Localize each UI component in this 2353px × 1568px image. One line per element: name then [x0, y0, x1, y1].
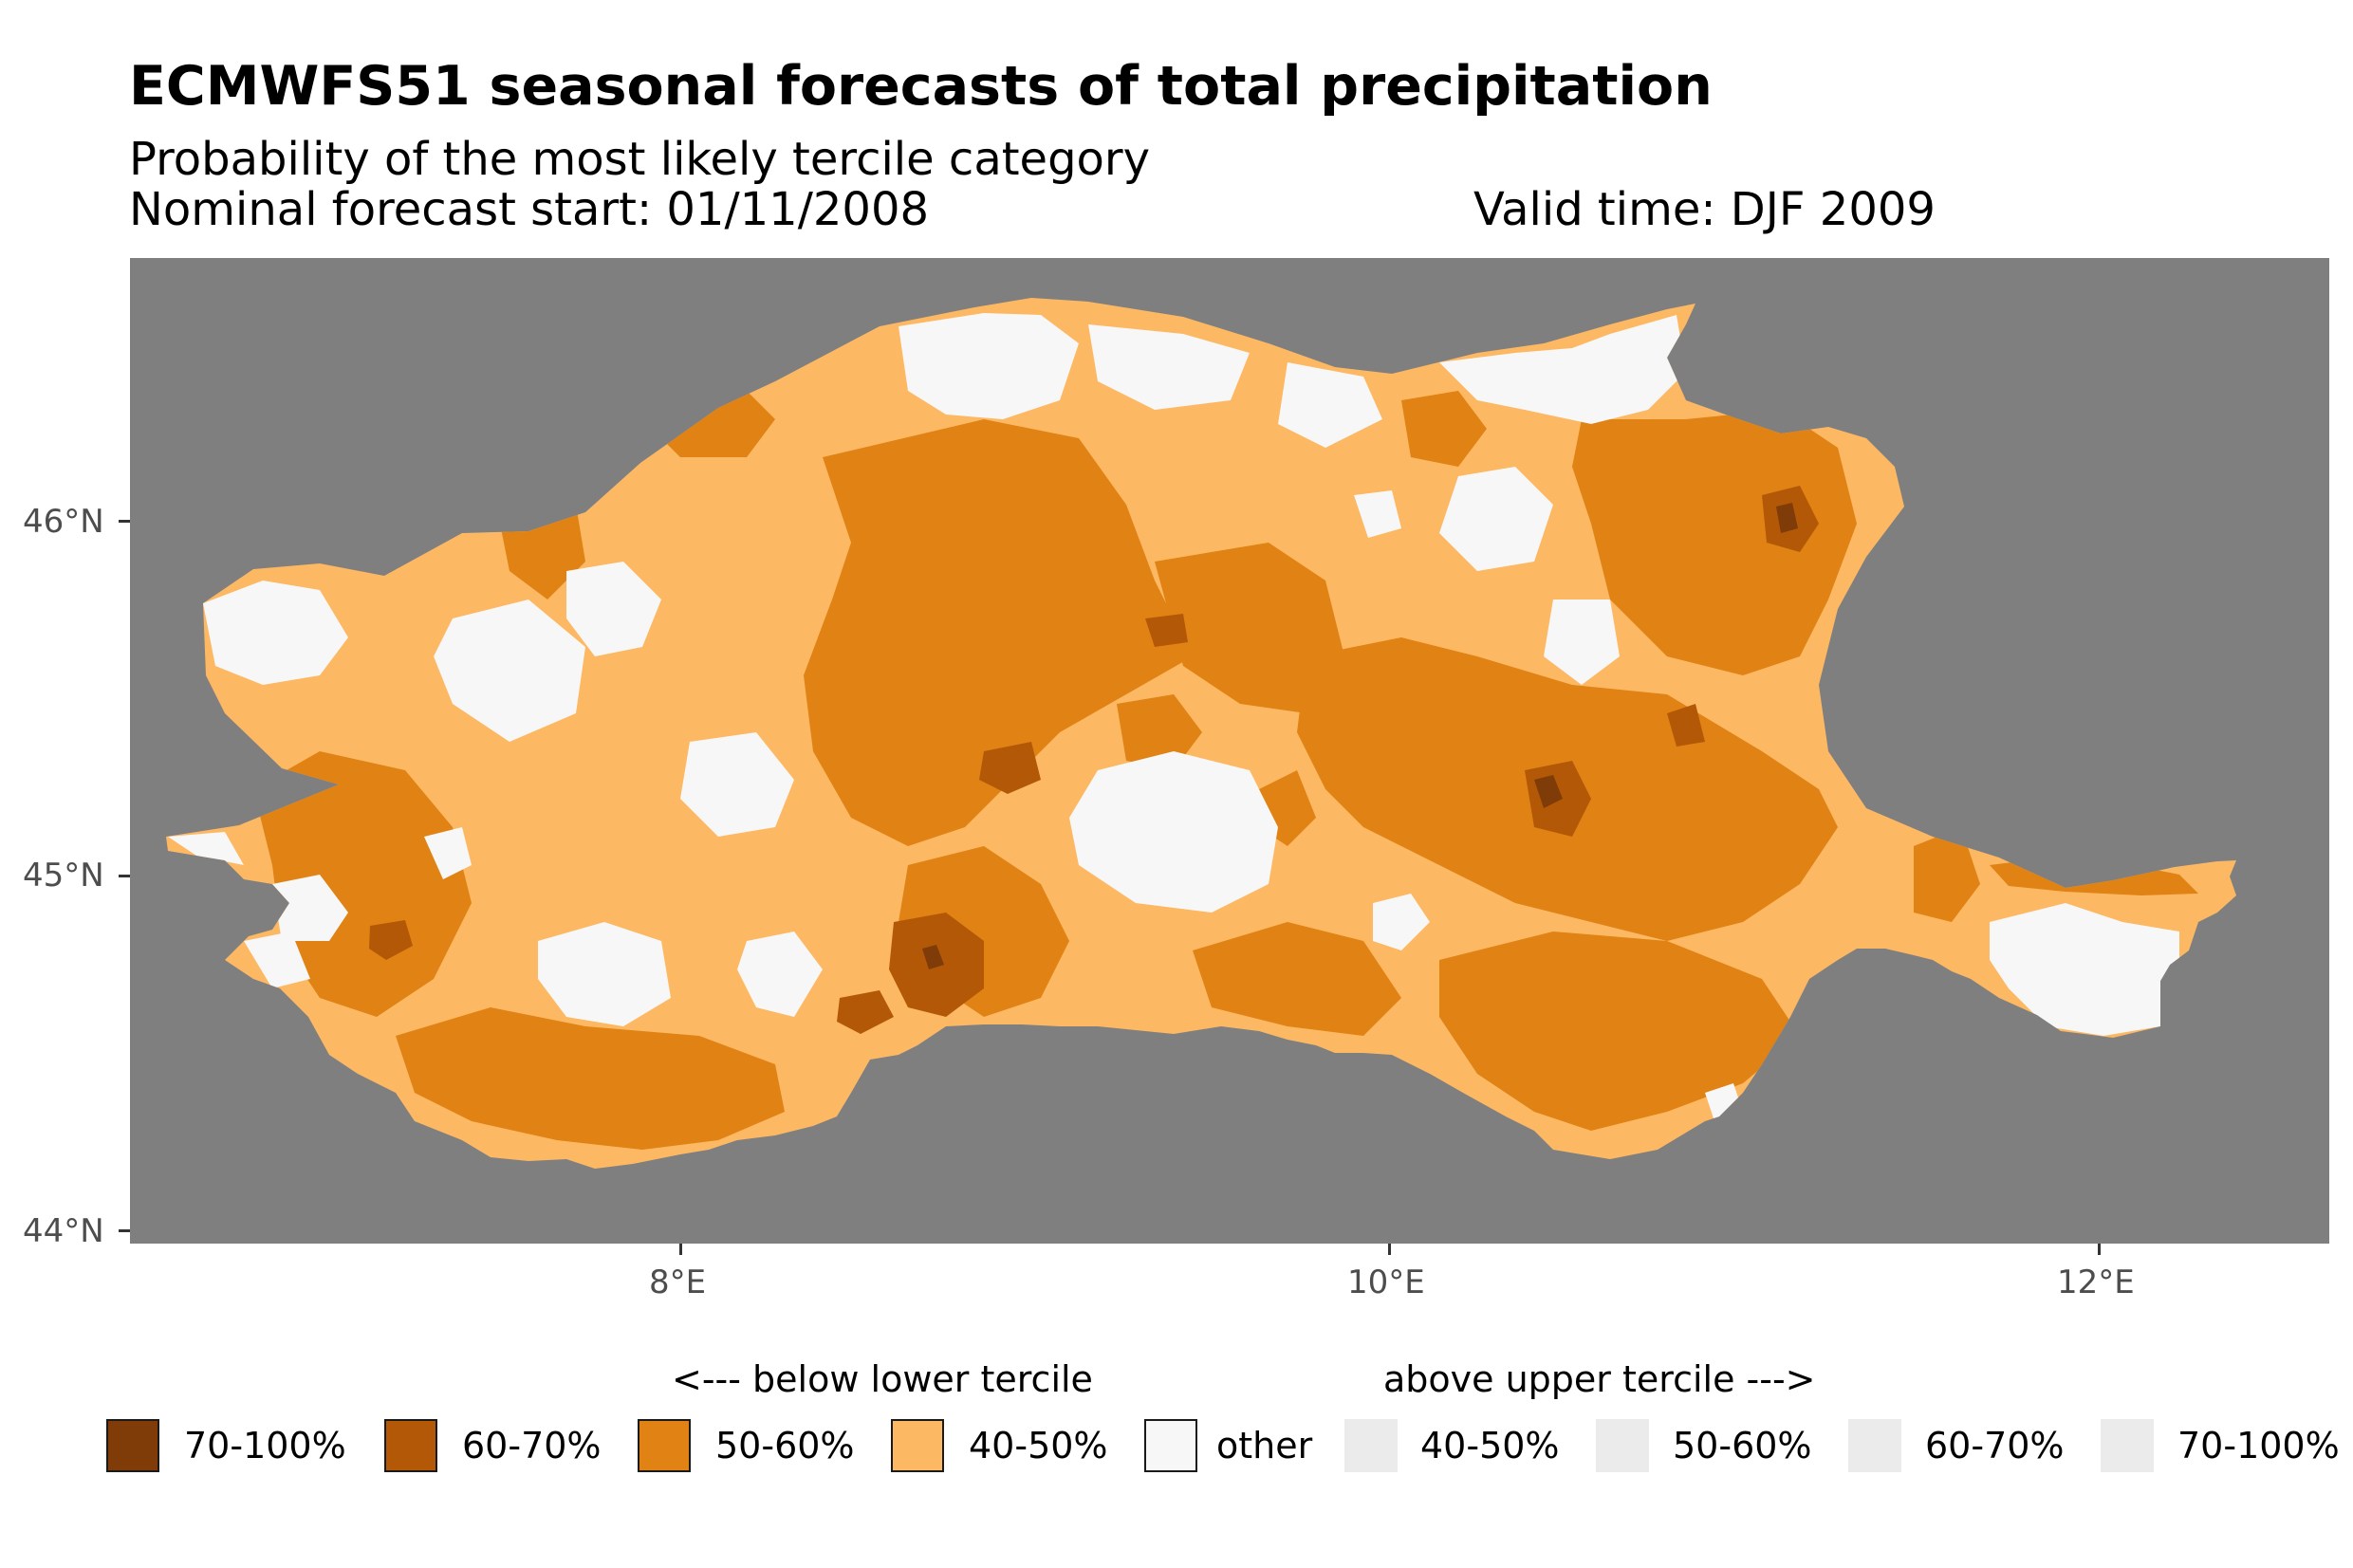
legend-key-other [1144, 1419, 1197, 1472]
chart-subtitle: Probability of the most likely tercile c… [129, 133, 1151, 186]
legend-label: 50-60% [1673, 1425, 1812, 1467]
legend-key-above-50-60 [1596, 1419, 1649, 1472]
legend-label: 50-60% [715, 1425, 855, 1467]
legend-label: other [1216, 1425, 1313, 1467]
y-tick-label: 45°N [23, 857, 104, 895]
legend-key-above-70-100 [2101, 1419, 2154, 1472]
x-tick-label: 12°E [2057, 1264, 2135, 1301]
y-tick-mark [119, 520, 130, 523]
legend-heading-below: <--- below lower tercile [672, 1358, 1093, 1400]
chart-title: ECMWFS51 seasonal forecasts of total pre… [129, 55, 1713, 118]
x-tick-mark [1388, 1244, 1391, 1255]
legend-label: 70-100% [2177, 1425, 2340, 1467]
x-tick-mark [2098, 1244, 2101, 1255]
legend: 70-100% 60-70% 50-60% 40-50% other 40-50… [106, 1419, 2353, 1476]
legend-key-below-40-50 [891, 1419, 944, 1472]
valid-time-label: Valid time: DJF 2009 [1473, 183, 1936, 236]
legend-key-below-70-100 [106, 1419, 159, 1472]
legend-label: 60-70% [1925, 1425, 2065, 1467]
legend-key-above-40-50 [1344, 1419, 1398, 1472]
legend-label: 70-100% [184, 1425, 346, 1467]
y-tick-label: 46°N [23, 503, 104, 541]
legend-heading-above: above upper tercile ---> [1383, 1358, 1816, 1400]
y-tick-mark [119, 875, 130, 877]
legend-key-above-60-70 [1848, 1419, 1901, 1472]
legend-label: 40-50% [969, 1425, 1108, 1467]
legend-label: 60-70% [462, 1425, 602, 1467]
y-tick-label: 44°N [23, 1212, 104, 1250]
map-panel [130, 258, 2329, 1244]
x-tick-label: 8°E [649, 1264, 707, 1301]
legend-key-below-50-60 [638, 1419, 691, 1472]
legend-label: 40-50% [1420, 1425, 1560, 1467]
x-tick-mark [679, 1244, 682, 1255]
forecast-start-label: Nominal forecast start: 01/11/2008 [129, 183, 930, 236]
y-tick-mark [119, 1229, 130, 1232]
basin-map [166, 298, 2236, 1169]
x-tick-label: 10°E [1347, 1264, 1425, 1301]
legend-key-below-60-70 [384, 1419, 437, 1472]
